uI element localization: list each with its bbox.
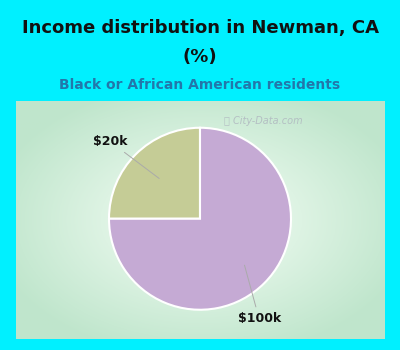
Text: $100k: $100k (238, 265, 281, 326)
Text: $20k: $20k (93, 135, 159, 178)
Wedge shape (109, 128, 200, 219)
Text: Income distribution in Newman, CA: Income distribution in Newman, CA (22, 19, 378, 37)
Text: ⓘ City-Data.com: ⓘ City-Data.com (224, 116, 303, 126)
Wedge shape (109, 128, 291, 310)
Text: (%): (%) (183, 48, 217, 66)
Text: Black or African American residents: Black or African American residents (60, 78, 340, 92)
